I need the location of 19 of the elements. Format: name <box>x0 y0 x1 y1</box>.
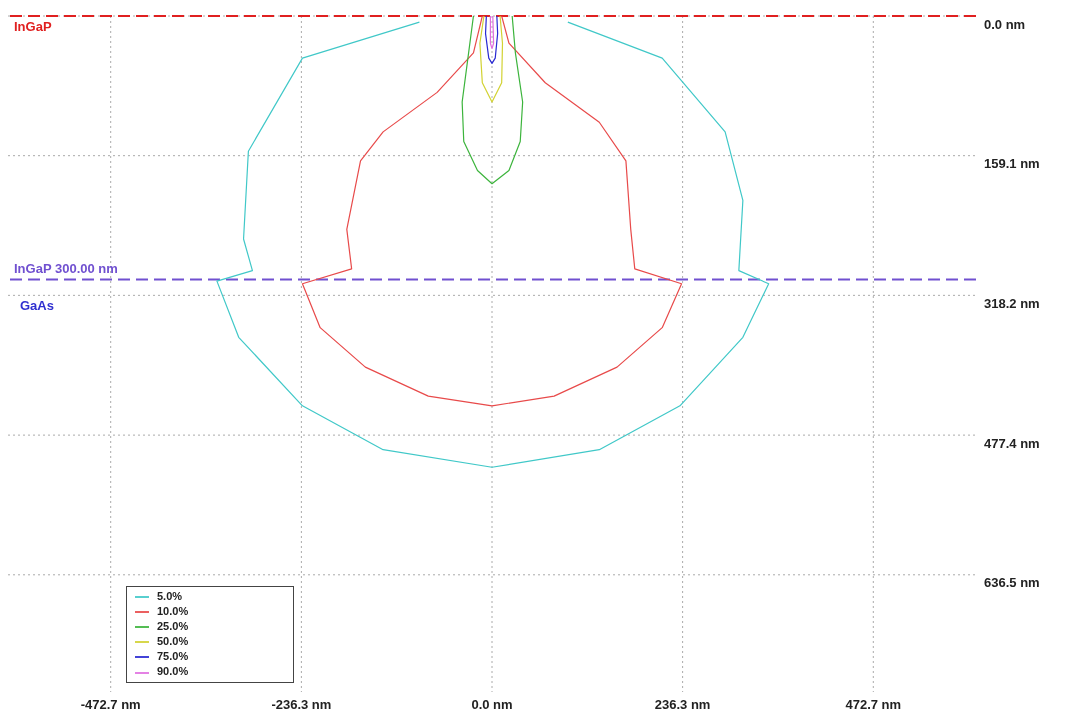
x-tick-label: 0.0 nm <box>471 697 513 713</box>
x-tick-label: 472.7 nm <box>845 697 902 713</box>
legend-label: 10.0% <box>157 605 189 618</box>
ref-line-label: InGaP 300.00 nm <box>14 261 118 277</box>
x-tick-label: -236.3 nm <box>271 697 332 713</box>
legend-label: 75.0% <box>157 650 189 663</box>
y-tick-label: 159.1 nm <box>984 156 1040 172</box>
x-tick-label: -472.7 nm <box>80 697 141 713</box>
legend-label: 5.0% <box>157 590 183 602</box>
x-tick-label: 236.3 nm <box>654 697 711 713</box>
ref-line-label: InGaP <box>14 19 52 35</box>
legend-label: 50.0% <box>157 635 189 648</box>
y-tick-label: 636.5 nm <box>984 575 1040 591</box>
y-tick-label: 477.4 nm <box>984 435 1040 451</box>
y-tick-label: 318.2 nm <box>984 295 1040 311</box>
y-tick-label: 0.0 nm <box>984 16 1026 32</box>
legend-label: 25.0% <box>157 620 189 633</box>
annotation: GaAs <box>20 298 54 313</box>
legend-label: 90.0% <box>157 665 189 678</box>
